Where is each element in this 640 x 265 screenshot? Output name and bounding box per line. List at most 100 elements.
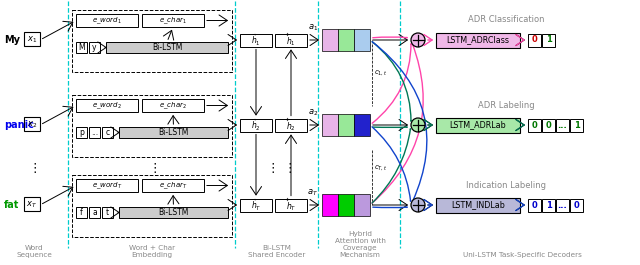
- Bar: [24, 32, 40, 46]
- Text: $e\_word_T$: $e\_word_T$: [92, 180, 122, 191]
- Text: $\vdots$: $\vdots$: [282, 161, 291, 175]
- Text: $\vdots$: $\vdots$: [148, 161, 156, 175]
- Bar: [436, 117, 520, 132]
- Text: LSTM_INDLab: LSTM_INDLab: [451, 201, 505, 210]
- Bar: [240, 198, 272, 211]
- Bar: [528, 198, 541, 211]
- Bar: [142, 99, 204, 112]
- Bar: [76, 179, 138, 192]
- Text: $x_2$: $x_2$: [27, 120, 37, 130]
- Text: 0: 0: [532, 121, 538, 130]
- Text: ADR Labeling: ADR Labeling: [477, 100, 534, 109]
- Text: LSTM_ADRLab: LSTM_ADRLab: [450, 121, 506, 130]
- Text: Bi-LSTM
Shared Encoder: Bi-LSTM Shared Encoder: [248, 245, 306, 258]
- Bar: [338, 29, 354, 51]
- Bar: [556, 198, 569, 211]
- Text: $\vec{h}_1$: $\vec{h}_1$: [251, 32, 261, 48]
- Text: $\vec{h}_2$: $\vec{h}_2$: [251, 117, 261, 133]
- Bar: [89, 42, 100, 53]
- Text: 0: 0: [532, 201, 538, 210]
- Text: y: y: [92, 43, 97, 52]
- Text: 1: 1: [545, 36, 552, 45]
- FancyArrowPatch shape: [372, 127, 411, 201]
- Bar: [322, 29, 338, 51]
- Text: Bi-LSTM: Bi-LSTM: [158, 128, 189, 137]
- Bar: [542, 118, 555, 131]
- Text: M: M: [78, 43, 85, 52]
- Text: $x_1$: $x_1$: [27, 35, 37, 45]
- Bar: [354, 114, 370, 136]
- Text: $e\_word_2$: $e\_word_2$: [92, 100, 122, 111]
- Bar: [76, 99, 138, 112]
- Bar: [76, 127, 87, 138]
- Circle shape: [411, 33, 425, 47]
- Text: 1: 1: [545, 201, 552, 210]
- Bar: [275, 198, 307, 211]
- Text: panic: panic: [4, 120, 34, 130]
- Text: $\overleftarrow{h}_T$: $\overleftarrow{h}_T$: [285, 197, 296, 214]
- Text: LSTM_ADRClass: LSTM_ADRClass: [447, 36, 509, 45]
- Text: $\vec{h}_T$: $\vec{h}_T$: [251, 197, 261, 213]
- Text: Hybrid
Attention with
Coverage
Mechanism: Hybrid Attention with Coverage Mechanism: [335, 231, 385, 258]
- Text: Indication Labeling: Indication Labeling: [466, 180, 546, 189]
- Bar: [436, 197, 520, 213]
- Text: ...: ...: [91, 128, 98, 137]
- FancyArrowPatch shape: [372, 129, 411, 203]
- Bar: [89, 127, 100, 138]
- Bar: [542, 198, 555, 211]
- Bar: [542, 33, 555, 46]
- Bar: [354, 29, 370, 51]
- Text: Uni-LSTM Task-Specific Decoders: Uni-LSTM Task-Specific Decoders: [463, 252, 581, 258]
- Text: $e\_char_T$: $e\_char_T$: [159, 180, 188, 191]
- Text: $\overleftarrow{h}_2$: $\overleftarrow{h}_2$: [286, 117, 296, 134]
- FancyArrowPatch shape: [372, 44, 412, 123]
- Text: ...: ...: [557, 201, 568, 210]
- Text: $c_{1,t}$: $c_{1,t}$: [374, 69, 388, 77]
- Text: $\vdots$: $\vdots$: [28, 161, 36, 175]
- Bar: [89, 207, 100, 218]
- Text: 0: 0: [546, 121, 552, 130]
- Bar: [322, 114, 338, 136]
- Text: $e\_char_2$: $e\_char_2$: [159, 100, 187, 111]
- Bar: [119, 127, 228, 138]
- FancyArrowPatch shape: [372, 44, 423, 203]
- FancyArrowPatch shape: [372, 207, 407, 208]
- Text: Bi-LSTM: Bi-LSTM: [158, 208, 189, 217]
- Bar: [240, 33, 272, 46]
- Bar: [570, 118, 583, 131]
- Bar: [275, 33, 307, 46]
- FancyArrowPatch shape: [372, 37, 407, 38]
- Text: $e\_char_1$: $e\_char_1$: [159, 15, 187, 26]
- Bar: [275, 118, 307, 131]
- Bar: [24, 197, 40, 211]
- Bar: [528, 118, 541, 131]
- Text: $\overleftarrow{h}_1$: $\overleftarrow{h}_1$: [286, 32, 296, 48]
- Bar: [142, 179, 204, 192]
- FancyArrowPatch shape: [372, 42, 427, 201]
- Bar: [76, 207, 87, 218]
- Text: p: p: [79, 128, 84, 137]
- Text: 1: 1: [573, 121, 579, 130]
- Bar: [76, 42, 87, 53]
- Bar: [322, 194, 338, 216]
- Circle shape: [411, 198, 425, 212]
- Text: ADR Classification: ADR Classification: [468, 15, 544, 24]
- Bar: [338, 114, 354, 136]
- Text: 0: 0: [573, 201, 579, 210]
- Bar: [570, 198, 583, 211]
- Bar: [556, 118, 569, 131]
- Text: c: c: [106, 128, 109, 137]
- Text: fat: fat: [4, 200, 19, 210]
- Bar: [119, 207, 228, 218]
- Text: t: t: [106, 208, 109, 217]
- Bar: [338, 194, 354, 216]
- Text: Word
Sequence: Word Sequence: [16, 245, 52, 258]
- Circle shape: [411, 118, 425, 132]
- Bar: [240, 118, 272, 131]
- Bar: [436, 33, 520, 47]
- Text: $c_{T,t}$: $c_{T,t}$: [374, 164, 387, 173]
- Text: $x_T$: $x_T$: [26, 200, 38, 210]
- FancyArrowPatch shape: [372, 42, 412, 121]
- Bar: [24, 117, 40, 131]
- Bar: [106, 42, 228, 53]
